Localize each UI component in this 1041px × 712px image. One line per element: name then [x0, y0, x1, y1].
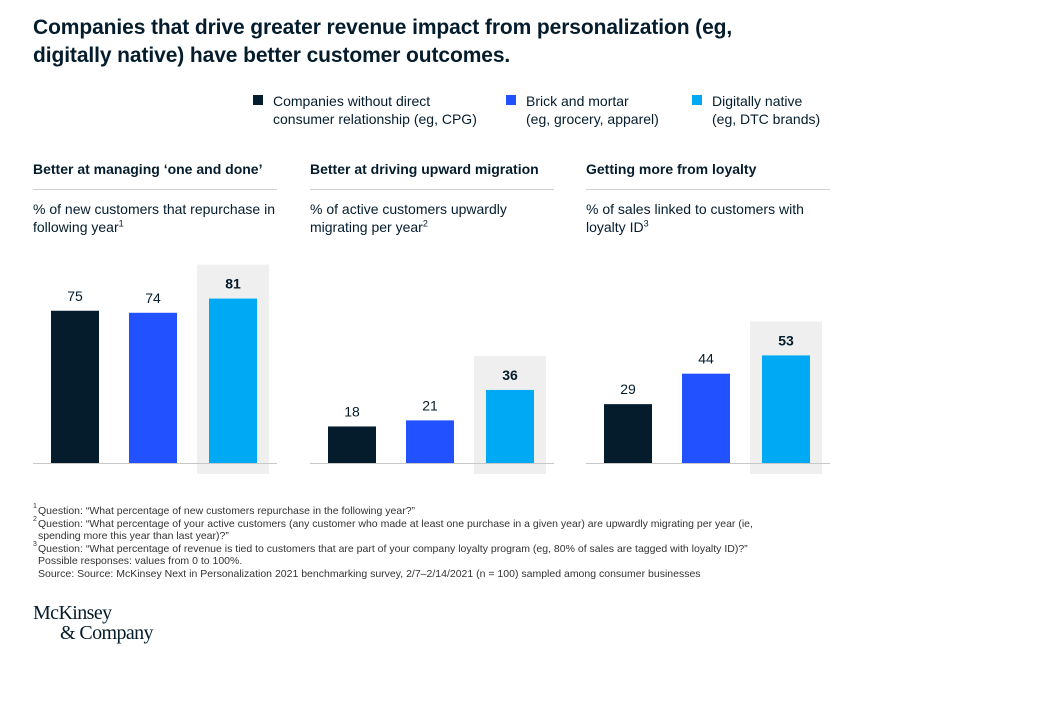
legend-swatch-brick-and-mortar	[506, 95, 516, 105]
mckinsey-logo: McKinsey & Company	[33, 602, 154, 644]
data-label: 36	[502, 367, 518, 383]
data-label: 75	[67, 288, 83, 304]
panel-subtitle: % of active customers upwardly migrating…	[310, 200, 554, 236]
panel-heading: Better at driving upward migration	[310, 160, 554, 190]
bar-brick-and-mortar	[406, 420, 454, 463]
legend-item-cpg: Companies without direct consumer relati…	[253, 92, 477, 128]
bar-cpg	[604, 404, 652, 463]
footnote-text: Question: “What percentage of revenue is…	[38, 542, 748, 555]
panel-heading: Getting more from loyalty	[586, 160, 830, 190]
logo-line-1: McKinsey	[33, 602, 112, 624]
legend-item-brick-and-mortar: Brick and mortar (eg, grocery, apparel)	[506, 92, 659, 128]
footnote-text: Question: “What percentage of new custom…	[38, 505, 416, 517]
bar-brick-and-mortar	[129, 312, 177, 463]
panel-subtitle: % of sales linked to customers with loya…	[586, 200, 830, 236]
footnote-2-continued: spending more this year than last year)?…	[38, 530, 229, 542]
bar-brick-and-mortar	[682, 373, 730, 463]
panel-loyalty: Getting more from loyalty % of sales lin…	[586, 160, 830, 236]
legend-swatch-digitally-native	[692, 95, 702, 105]
data-label: 18	[344, 403, 360, 419]
data-label: 81	[225, 276, 241, 292]
legend-label-brick-and-mortar: Brick and mortar (eg, grocery, apparel)	[526, 93, 659, 127]
logo-line-2: & Company	[60, 622, 154, 644]
footnote-mark: 1	[33, 503, 37, 510]
panel-heading: Better at managing ‘one and done’	[33, 160, 277, 190]
legend-label-cpg: Companies without direct consumer relati…	[273, 93, 477, 127]
footnote-1: 1 Question: “What percentage of new custo…	[33, 503, 833, 518]
data-label: 74	[145, 290, 161, 306]
panel-subtitle-text: % of sales linked to customers with loya…	[586, 201, 804, 235]
footnote-text: Question: “What percentage of your activ…	[38, 517, 753, 530]
footnote-ref: 2	[422, 218, 428, 229]
panel-subtitle-text: % of active customers upwardly migrating…	[310, 201, 507, 235]
bar-cpg	[328, 426, 376, 463]
legend-item-digitally-native: Digitally native (eg, DTC brands)	[692, 92, 820, 128]
footnotes: 1 Question: “What percentage of new custo…	[33, 503, 833, 580]
panel-one-and-done: Better at managing ‘one and done’ % of n…	[33, 160, 277, 236]
bar-digitally-native	[762, 355, 810, 463]
bar-cpg	[51, 310, 99, 463]
legend: Companies without direct consumer relati…	[0, 92, 1041, 132]
data-label: 21	[422, 397, 438, 413]
legend-label-digitally-native: Digitally native (eg, DTC brands)	[712, 93, 821, 127]
data-label: 44	[698, 351, 714, 367]
data-label: 29	[620, 381, 636, 397]
footnote-3: 3 Question: “What percentage of revenue i…	[33, 540, 833, 556]
possible-responses-note: Possible responses: values from 0 to 100…	[38, 555, 243, 567]
footnote-mark: 3	[33, 540, 37, 548]
data-label: 53	[778, 332, 794, 348]
footnote-ref: 1	[118, 218, 124, 229]
panel-subtitle-text: % of new customers that repurchase in fo…	[33, 201, 276, 235]
panel-upward-migration: Better at driving upward migration % of …	[310, 160, 554, 236]
bar-digitally-native	[209, 298, 257, 463]
footnote-mark: 2	[33, 515, 37, 523]
footnote-ref: 3	[643, 218, 649, 229]
bar-charts: 75 74 81 18 21 36 29 44 53	[33, 264, 830, 474]
panel-subtitle: % of new customers that repurchase in fo…	[33, 200, 277, 236]
chart-title: Companies that drive greater revenue imp…	[33, 16, 733, 67]
source-note: Source: Source: McKinsey Next in Persona…	[38, 567, 701, 580]
legend-swatch-cpg	[253, 95, 263, 105]
footnote-2: 2 Question: “What percentage of your acti…	[33, 515, 833, 531]
bar-digitally-native	[486, 389, 534, 463]
